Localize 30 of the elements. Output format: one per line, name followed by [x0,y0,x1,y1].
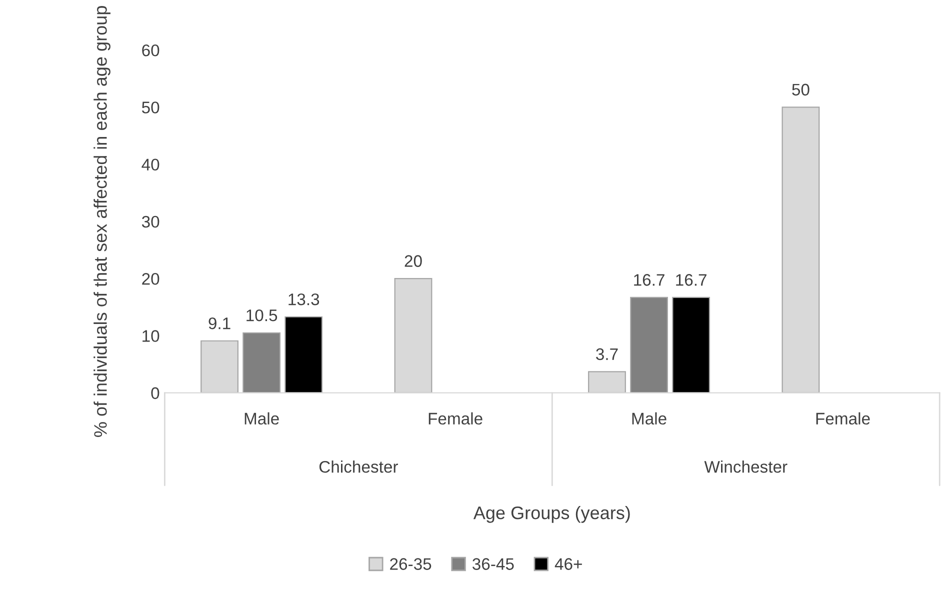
bar [284,316,323,393]
y-tick-label: 0 [151,387,160,400]
text: Chichester [319,460,398,473]
x-tick-label: Female [428,412,482,425]
data-label: 9.1 [208,317,230,330]
text: Winchester [704,460,788,473]
data-label: 16.7 [634,274,664,286]
data-label: 13.3 [288,293,320,306]
bar [672,296,710,393]
y-tick-label: 60 [142,44,160,56]
y-tick-label: 10 [142,330,160,342]
data-label: 16.7 [676,274,706,286]
bar [242,332,281,393]
legend-label: 46+ [554,558,582,570]
legend-label: 36-45 [472,558,514,570]
data-label: 10.5 [246,309,278,322]
x-tick-label: Male [244,412,279,425]
y-axis-title: % of individuals of that sex affected in each age group [94,6,110,437]
data-label: 50 [792,84,810,96]
data-label: 20 [404,255,422,267]
y-tick-label: 50 [142,102,160,114]
y-tick-label: 30 [142,216,160,228]
legend-label: 26-35 [390,558,432,570]
y-tick-label: 20 [142,273,160,285]
bar [630,296,668,393]
x-tick-label: Female [816,412,870,425]
x-tick-label: Male [632,412,666,425]
data-label: 3.7 [596,348,618,360]
x-axis-title: Age Groups (years) [473,506,630,523]
y-tick-label: 40 [142,158,160,171]
